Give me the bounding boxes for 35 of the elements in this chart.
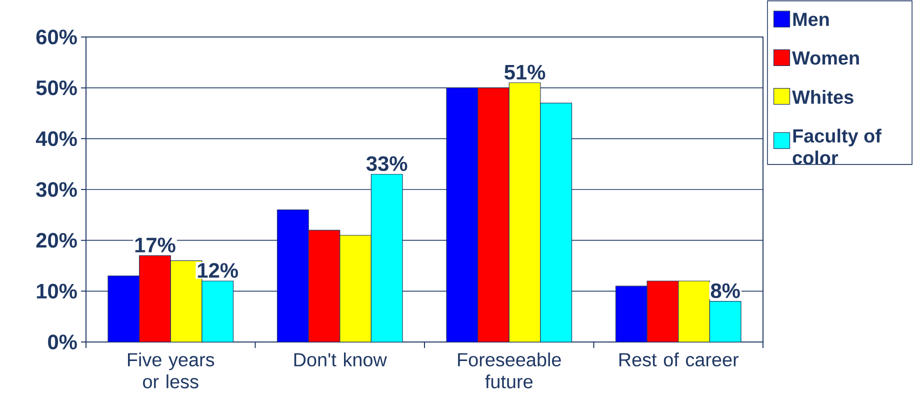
y-tick-label: 0% <box>48 334 77 350</box>
bar <box>446 88 478 342</box>
bar <box>202 281 234 342</box>
bar <box>646 280 679 342</box>
bar <box>678 280 710 342</box>
x-tick-label: Foreseeable future <box>458 352 561 388</box>
bar <box>509 82 540 342</box>
x-tick-label: Five years or less <box>128 352 214 388</box>
legend-label: Men <box>793 12 829 26</box>
bar <box>709 301 742 342</box>
bar <box>340 235 372 342</box>
legend-label: Women <box>792 52 859 65</box>
y-tick-label: 40% <box>36 131 77 146</box>
bar <box>308 230 340 342</box>
y-tick-label: 50% <box>36 80 77 96</box>
x-tick-label: Don't know <box>294 352 387 366</box>
data-label: 8% <box>710 283 740 298</box>
bar <box>277 210 309 342</box>
bar <box>478 88 510 342</box>
x-tick-label: Rest of career <box>619 352 739 366</box>
y-tick-label: 60% <box>36 30 77 44</box>
y-tick-label: 10% <box>36 284 77 299</box>
data-label: 33% <box>366 156 408 172</box>
bar <box>371 174 402 342</box>
legend-label: Faculty of color <box>792 128 882 165</box>
bar <box>615 286 648 342</box>
data-label: 12% <box>198 263 238 278</box>
data-label: 17% <box>135 238 176 252</box>
y-tick-label: 20% <box>36 232 77 248</box>
y-tick-label: 30% <box>36 182 77 197</box>
bar <box>139 256 171 342</box>
data-label: 51% <box>504 64 546 80</box>
legend-label: Whites <box>792 90 854 104</box>
bar <box>108 276 140 342</box>
bar <box>540 103 572 342</box>
